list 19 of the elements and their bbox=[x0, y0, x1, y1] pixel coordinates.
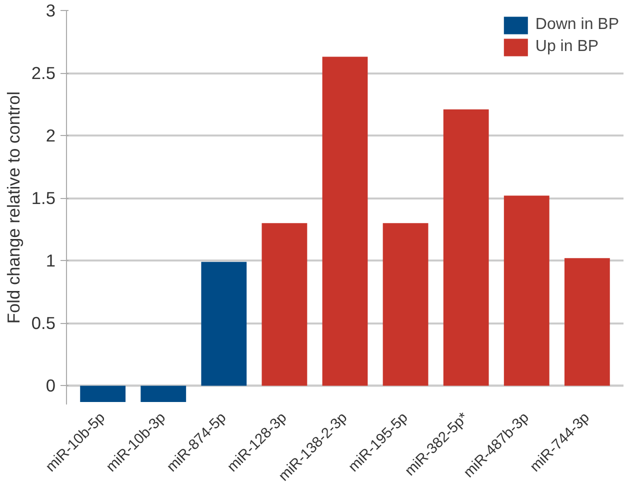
bar bbox=[262, 223, 308, 386]
y-tick-label: 1.5 bbox=[31, 188, 56, 208]
bar bbox=[443, 109, 489, 386]
bar bbox=[80, 386, 126, 402]
bar bbox=[504, 196, 550, 386]
bar bbox=[564, 258, 610, 386]
bar bbox=[201, 262, 247, 386]
legend-label: Up in BP bbox=[535, 38, 599, 56]
y-axis-title: Fold change relative to control bbox=[3, 91, 24, 324]
bar bbox=[382, 223, 428, 386]
y-tick-label: 2 bbox=[46, 126, 56, 146]
legend-label: Down in BP bbox=[535, 16, 619, 34]
y-tick-label: 0.5 bbox=[31, 313, 56, 334]
y-tick-label: 3 bbox=[46, 0, 56, 20]
bar bbox=[140, 386, 186, 402]
y-tick-label: 2.5 bbox=[31, 63, 56, 84]
y-tick-label: 0 bbox=[46, 376, 56, 396]
y-tick-label: 1 bbox=[46, 250, 56, 271]
bar bbox=[322, 56, 368, 386]
